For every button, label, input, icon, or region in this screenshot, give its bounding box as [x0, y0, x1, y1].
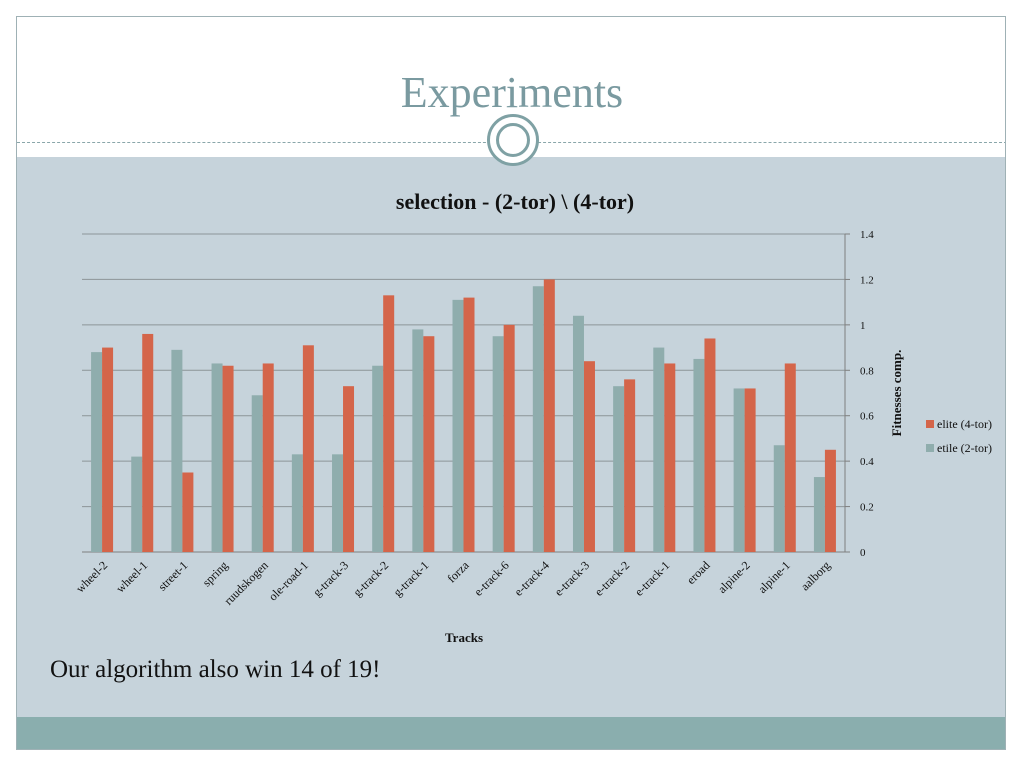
bar-etile-2-tor: [532, 286, 544, 552]
x-tick-label: wheel-1: [113, 558, 150, 595]
y-tick-label: 0.6: [860, 411, 874, 423]
y-tick-label: 1.2: [860, 274, 874, 286]
chart-title: selection - (2-tor) \ (4-tor): [396, 189, 634, 214]
bar-etile-2-tor: [332, 454, 344, 552]
bar-elite-4-tor: [583, 361, 595, 552]
y-tick-label: 0: [860, 547, 866, 559]
footer-band: [17, 717, 1005, 749]
bar-elite-4-tor: [543, 279, 555, 552]
y-tick-label: 0.4: [860, 456, 874, 468]
bar-etile-2-tor: [693, 358, 705, 552]
bar-elite-4-tor: [262, 363, 274, 552]
legend-label: elite (4-tor): [937, 417, 992, 431]
x-tick-label: e-track-6: [471, 558, 512, 599]
legend-swatch: [926, 444, 934, 452]
x-tick-label: alpine-1: [755, 558, 793, 596]
bar-etile-2-tor: [653, 347, 665, 552]
x-tick-label: e-track-1: [632, 558, 673, 599]
bar-elite-4-tor: [182, 472, 194, 552]
bar-elite-4-tor: [222, 365, 234, 552]
bar-etile-2-tor: [412, 329, 424, 552]
legend: elite (4-tor) etile (2-tor): [926, 417, 992, 455]
x-tick-label: e-track-2: [592, 558, 633, 599]
bar-etile-2-tor: [372, 365, 384, 552]
divider-ring-ornament: [487, 114, 539, 166]
x-tick-label: spring: [200, 558, 231, 589]
bar-etile-2-tor: [773, 445, 785, 552]
divider-ring-inner: [496, 123, 530, 157]
bar-elite-4-tor: [704, 338, 716, 552]
slide: Experiments: [16, 16, 1006, 750]
x-tick-label: e-track-4: [511, 558, 552, 599]
x-tick-label: g-track-2: [350, 558, 391, 599]
x-axis-label: Tracks: [445, 630, 483, 645]
bar-etile-2-tor: [813, 477, 825, 552]
bar-elite-4-tor: [142, 333, 154, 552]
bars: [91, 279, 836, 552]
y-tick-label: 1: [860, 320, 866, 332]
bar-etile-2-tor: [452, 299, 464, 552]
y-tick-label: 0.8: [860, 365, 874, 377]
bar-etile-2-tor: [171, 349, 183, 552]
bar-elite-4-tor: [302, 345, 314, 552]
bar-etile-2-tor: [492, 336, 504, 552]
slide-caption: Our algorithm also win 14 of 19!: [50, 656, 381, 683]
bar-elite-4-tor: [824, 449, 836, 552]
x-tick-label: wheel-2: [73, 558, 110, 595]
x-tick-label: ole-road-1: [266, 558, 311, 603]
bar-elite-4-tor: [664, 363, 676, 552]
bar-etile-2-tor: [613, 386, 625, 552]
y-axis-label: Fitnesses comp.: [889, 350, 904, 437]
slide-title: Experiments: [400, 68, 624, 117]
x-tick-label: g-track-3: [310, 558, 351, 599]
x-tick-label: e-track-3: [552, 558, 593, 599]
x-tick-label: g-track-1: [390, 558, 431, 599]
y-tick-label: 0.2: [860, 502, 874, 514]
bar-elite-4-tor: [744, 388, 756, 552]
bar-elite-4-tor: [784, 363, 796, 552]
bar-elite-4-tor: [343, 386, 355, 552]
bar-elite-4-tor: [102, 347, 114, 552]
bar-elite-4-tor: [463, 297, 475, 552]
x-tick-label: eroad: [684, 558, 713, 587]
bar-etile-2-tor: [733, 388, 745, 552]
y-tick-labels: 0 0.2 0.4 0.6 0.8 1 1.2 1.4: [860, 229, 874, 559]
bar-etile-2-tor: [91, 352, 103, 552]
x-tick-label: street-1: [155, 558, 190, 593]
legend-swatch: [926, 420, 934, 428]
bar-elite-4-tor: [503, 324, 515, 552]
bar-elite-4-tor: [423, 336, 435, 552]
bar-elite-4-tor: [383, 295, 395, 552]
bar-etile-2-tor: [251, 395, 263, 552]
bar-etile-2-tor: [291, 454, 303, 552]
bar-elite-4-tor: [624, 379, 636, 552]
bar-etile-2-tor: [131, 456, 143, 552]
x-tick-label: forza: [444, 558, 472, 586]
x-tick-labels: wheel-2 wheel-1 street-1 springruudskogenol…: [73, 558, 833, 608]
x-tick-label: alpine-2: [715, 558, 753, 596]
x-tick-label: ruudskogen: [221, 558, 270, 607]
bar-etile-2-tor: [572, 315, 584, 552]
legend-label: etile (2-tor): [937, 441, 992, 455]
bar-etile-2-tor: [211, 363, 223, 552]
y-tick-label: 1.4: [860, 229, 874, 241]
x-tick-label: aalborg: [798, 558, 833, 593]
